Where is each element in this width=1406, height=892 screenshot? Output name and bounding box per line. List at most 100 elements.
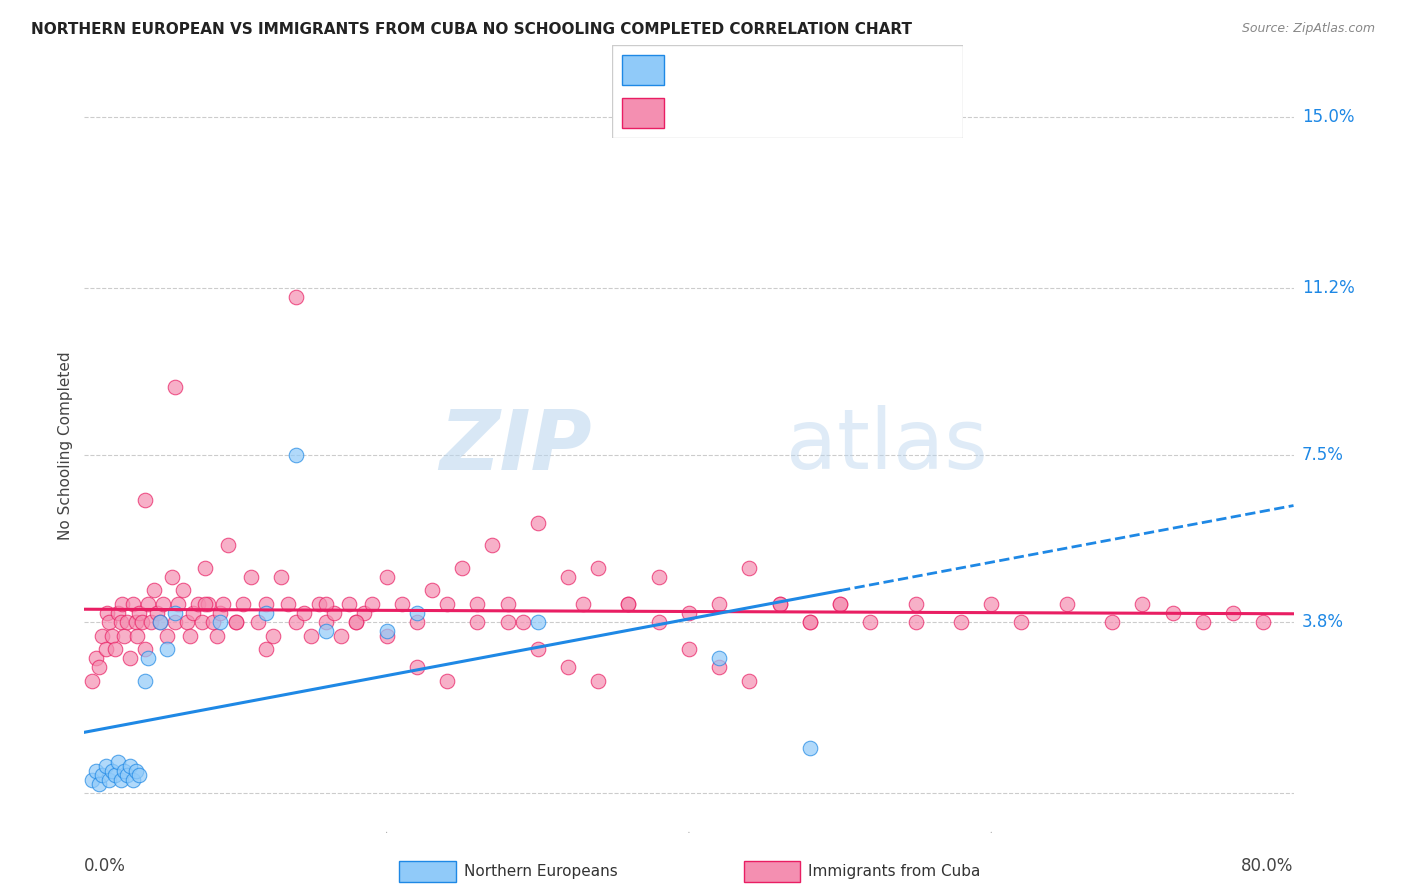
Point: [91, 628, 114, 642]
Point: [648, 570, 671, 584]
Point: [217, 538, 239, 552]
Point: [125, 764, 148, 778]
Point: [194, 561, 217, 575]
Point: [299, 628, 322, 642]
Point: [176, 615, 198, 629]
Point: [134, 493, 156, 508]
Point: [254, 642, 277, 657]
Point: [152, 597, 174, 611]
Point: [527, 642, 550, 657]
Point: [91, 768, 114, 782]
Point: [111, 597, 134, 611]
Text: Northern Europeans: Northern Europeans: [464, 864, 617, 879]
Point: [1253, 615, 1275, 629]
Point: [588, 673, 610, 688]
Point: [277, 597, 299, 611]
Point: [254, 606, 277, 620]
Point: [127, 628, 149, 642]
Text: 7.5%: 7.5%: [1302, 446, 1344, 464]
Point: [181, 606, 204, 620]
Point: [112, 628, 135, 642]
Point: [799, 741, 821, 756]
Point: [128, 768, 150, 782]
Point: [617, 597, 640, 611]
Point: [285, 615, 308, 629]
Point: [527, 615, 550, 629]
Point: [225, 615, 247, 629]
Point: [557, 570, 579, 584]
Point: [172, 583, 194, 598]
Point: [527, 516, 550, 530]
Point: [165, 615, 187, 629]
Point: [100, 628, 122, 642]
Point: [254, 597, 277, 611]
Text: 3.8%: 3.8%: [1302, 613, 1344, 631]
Point: [136, 651, 159, 665]
Point: [337, 597, 360, 611]
Point: [94, 759, 117, 773]
Point: [167, 597, 190, 611]
Point: [315, 597, 337, 611]
Point: [118, 651, 141, 665]
Point: [156, 628, 179, 642]
Point: [406, 660, 429, 674]
Point: [292, 606, 315, 620]
Point: [212, 597, 235, 611]
Point: [557, 660, 579, 674]
Point: [406, 606, 429, 620]
Point: [436, 597, 458, 611]
Point: [110, 772, 132, 787]
Point: [160, 570, 183, 584]
Point: [104, 768, 127, 782]
Point: [496, 615, 519, 629]
Point: [89, 660, 111, 674]
Point: [194, 597, 217, 611]
Point: [436, 673, 458, 688]
Point: [97, 772, 120, 787]
Point: [769, 597, 792, 611]
Point: [375, 624, 398, 638]
Point: [588, 561, 610, 575]
Point: [346, 615, 368, 629]
Point: [859, 615, 882, 629]
Point: [467, 615, 489, 629]
Text: 122: 122: [869, 105, 900, 120]
Point: [201, 615, 224, 629]
Point: [738, 561, 761, 575]
Point: [86, 651, 108, 665]
Point: [678, 642, 700, 657]
Point: [86, 764, 108, 778]
Point: [391, 597, 413, 611]
Point: [225, 615, 247, 629]
Point: [121, 597, 143, 611]
Text: 15.0%: 15.0%: [1302, 108, 1354, 126]
Text: Source: ZipAtlas.com: Source: ZipAtlas.com: [1241, 22, 1375, 36]
Point: [118, 759, 141, 773]
Point: [830, 597, 852, 611]
Point: [107, 755, 129, 769]
Point: [262, 628, 284, 642]
FancyBboxPatch shape: [621, 55, 665, 85]
FancyBboxPatch shape: [612, 45, 963, 138]
Text: 0.0%: 0.0%: [84, 857, 127, 875]
Point: [125, 615, 148, 629]
Point: [156, 642, 179, 657]
Text: Immigrants from Cuba: Immigrants from Cuba: [808, 864, 981, 879]
Point: [451, 561, 474, 575]
Text: R = 0.348: R = 0.348: [675, 62, 758, 78]
Point: [110, 615, 132, 629]
Point: [1130, 597, 1153, 611]
Point: [187, 597, 209, 611]
Point: [112, 764, 135, 778]
Text: N =: N =: [823, 62, 859, 78]
Point: [149, 615, 172, 629]
Point: [209, 615, 232, 629]
Point: [104, 642, 127, 657]
Point: [360, 597, 382, 611]
Point: [179, 628, 201, 642]
Point: [769, 597, 792, 611]
Point: [247, 615, 270, 629]
Point: [165, 606, 187, 620]
Point: [128, 606, 150, 620]
Point: [285, 448, 308, 462]
